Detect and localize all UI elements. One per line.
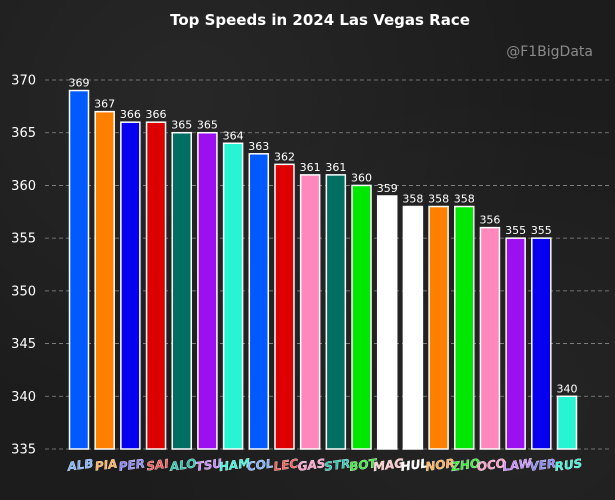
x-tick-label: LEC — [273, 456, 300, 473]
value-label: 355 — [531, 224, 552, 237]
value-label: 361 — [325, 161, 346, 174]
bar-oco — [479, 226, 501, 450]
x-tick-label: STR — [323, 456, 351, 473]
value-label: 358 — [454, 193, 475, 206]
bar-law — [505, 237, 526, 450]
x-tick-label: SAI — [145, 456, 170, 473]
y-tick-label: 335 — [11, 443, 36, 458]
bar-ham — [222, 142, 244, 450]
x-tick-label: GAS — [297, 456, 326, 474]
value-label: 364 — [223, 129, 244, 142]
value-label: 360 — [351, 171, 372, 184]
value-labels: 369 367 366 366 365 365 364 363 362 361 361 360 359 3… — [69, 77, 578, 396]
x-tick-label: ALB — [66, 456, 95, 474]
bar-bot — [351, 184, 372, 450]
value-label: 366 — [146, 108, 167, 121]
y-tick-label: 360 — [11, 179, 36, 194]
y-tick-label: 355 — [11, 232, 36, 247]
bar-str — [325, 174, 347, 450]
bar-alo — [171, 131, 192, 450]
x-tick-label: PIA — [94, 457, 118, 474]
x-tick-label: TSU — [195, 456, 224, 474]
y-tick-label: 340 — [11, 390, 36, 405]
x-tick-label: HAM — [218, 456, 251, 474]
value-label: 365 — [197, 119, 218, 132]
bar-tsu — [197, 131, 218, 450]
value-label: 358 — [402, 193, 423, 206]
watermark-text: @F1BigData — [506, 44, 593, 60]
value-label: 358 — [428, 193, 449, 206]
value-label: 366 — [120, 108, 141, 121]
bars — [68, 89, 578, 450]
x-tick-label: ZHO — [449, 456, 481, 474]
value-label: 355 — [505, 224, 526, 237]
x-tick-label: ALO — [168, 456, 197, 474]
x-tick-label: PER — [118, 456, 146, 474]
bar-pia — [94, 110, 115, 450]
bar-lec — [274, 163, 295, 450]
bar-ver — [531, 237, 552, 450]
bar-per — [120, 121, 141, 450]
bar-rus — [556, 395, 578, 450]
y-tick-label: 345 — [11, 337, 36, 352]
x-tick-label: HUL — [400, 456, 429, 474]
value-label: 365 — [171, 119, 192, 132]
x-axis-ticks: ALB PIA PER SAI ALOTSUHAMCOLLECGASSTRBOTMAGH… — [65, 456, 583, 475]
x-tick-label: OCO — [476, 456, 507, 474]
chart-title: Top Speeds in 2024 Las Vegas Race — [170, 11, 470, 29]
value-label: 367 — [94, 98, 115, 111]
value-label: 340 — [557, 382, 578, 395]
bar-nor — [428, 205, 449, 450]
value-label: 359 — [377, 182, 398, 195]
x-tick-label: NOR — [424, 456, 455, 474]
x-tick-label: COL — [246, 456, 274, 474]
x-tick-label: LAW — [501, 456, 533, 474]
bar-gas — [299, 174, 321, 450]
x-tick-label: RUS — [554, 456, 583, 474]
value-label: 361 — [300, 161, 321, 174]
y-axis-ticks: 335 340 345 350 355 360 365 370 — [11, 74, 36, 458]
bar-col — [248, 153, 270, 450]
y-tick-label: 350 — [11, 284, 36, 299]
value-label: 363 — [248, 140, 269, 153]
value-label: 369 — [69, 77, 90, 90]
x-tick-label: MAG — [372, 456, 405, 474]
bar-sai — [145, 121, 167, 450]
y-tick-label: 370 — [11, 74, 36, 89]
x-tick-label: VER — [529, 456, 557, 474]
value-label: 362 — [274, 150, 295, 163]
value-label: 356 — [479, 214, 500, 227]
x-tick-label: BOT — [348, 456, 378, 474]
y-tick-label: 365 — [11, 126, 36, 141]
bar-mag — [376, 195, 398, 450]
bar-hul — [402, 205, 424, 450]
bar-alb — [68, 89, 90, 450]
bar-zho — [454, 205, 475, 450]
